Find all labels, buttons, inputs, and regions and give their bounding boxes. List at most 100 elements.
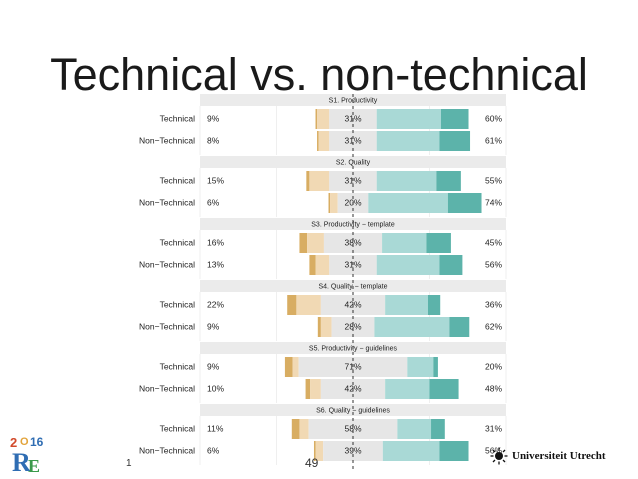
group-label: Technical <box>160 361 196 371</box>
slide-title: Technical vs. non-technical <box>50 49 588 100</box>
right-percent-label: 31% <box>485 423 502 433</box>
neutral-percent-label: 58% <box>344 423 361 433</box>
group-label: Non−Technical <box>139 383 195 393</box>
left-percent-label: 9% <box>207 321 220 331</box>
bar-strongly-disagree <box>328 193 331 213</box>
bar-strongly-disagree <box>317 131 319 151</box>
bar-strongly-agree <box>447 193 482 213</box>
group-label: Technical <box>160 113 196 123</box>
svg-text:16: 16 <box>30 435 44 449</box>
bar-agree <box>376 109 441 129</box>
bar-neutral <box>323 441 383 461</box>
right-percent-label: 45% <box>485 237 502 247</box>
bar-agree <box>368 193 448 213</box>
left-percent-label: 22% <box>207 299 224 309</box>
bar-disagree <box>307 233 324 253</box>
bar-strongly-disagree <box>306 171 310 191</box>
right-percent-label: 62% <box>485 321 502 331</box>
right-percent-label: 48% <box>485 383 502 393</box>
group-label: Non−Technical <box>139 259 195 269</box>
neutral-percent-label: 31% <box>344 135 361 145</box>
bar-neutral <box>298 357 408 377</box>
bar-strongly-agree <box>439 131 471 151</box>
right-percent-label: 56% <box>485 259 502 269</box>
svg-text:E: E <box>28 456 40 475</box>
bar-agree <box>382 441 440 461</box>
panel-header <box>200 404 506 416</box>
panel-title: S3. Productivity − template <box>311 221 395 228</box>
bar-strongly-agree <box>439 441 469 461</box>
left-percent-label: 16% <box>207 237 224 247</box>
left-percent-label: 9% <box>207 113 220 123</box>
bar-strongly-disagree <box>317 317 321 337</box>
bar-disagree <box>296 295 321 315</box>
bar-strongly-agree <box>426 233 451 253</box>
bar-strongly-disagree <box>309 255 316 275</box>
bar-strongly-disagree <box>284 357 293 377</box>
bar-agree <box>407 357 434 377</box>
universiteit-utrecht-logo: Universiteit Utrecht <box>490 447 606 465</box>
group-label: Non−Technical <box>139 135 195 145</box>
bar-agree <box>374 317 450 337</box>
left-percent-label: 11% <box>207 423 224 433</box>
bar-neutral <box>323 233 383 253</box>
bar-strongly-agree <box>431 419 445 439</box>
right-percent-label: 36% <box>485 299 502 309</box>
slide-number: 1 <box>126 458 132 469</box>
bar-strongly-disagree <box>287 295 297 315</box>
group-label: Non−Technical <box>139 445 195 455</box>
uu-sun-icon <box>490 447 508 465</box>
re16-logo: 2 O 16 R E <box>10 435 44 475</box>
bar-disagree <box>315 441 324 461</box>
bar-agree <box>376 255 440 275</box>
bar-disagree <box>320 317 332 337</box>
bar-strongly-agree <box>439 255 463 275</box>
bar-disagree <box>315 255 330 275</box>
group-label: Technical <box>160 423 196 433</box>
bar-disagree <box>299 419 309 439</box>
bar-agree <box>385 295 428 315</box>
group-label: Technical <box>160 299 196 309</box>
bar-disagree <box>292 357 299 377</box>
bar-strongly-disagree <box>313 441 316 461</box>
bar-strongly-agree <box>433 357 438 377</box>
svg-text:O: O <box>20 436 29 448</box>
left-percent-label: 6% <box>207 445 220 455</box>
bar-strongly-disagree <box>291 419 300 439</box>
bar-agree <box>385 379 430 399</box>
right-percent-label: 60% <box>485 113 502 123</box>
bar-neutral <box>331 317 375 337</box>
bar-agree <box>382 233 427 253</box>
right-percent-label: 61% <box>485 135 502 145</box>
bar-strongly-disagree <box>315 109 318 129</box>
bar-strongly-agree <box>427 295 441 315</box>
left-percent-label: 8% <box>207 135 220 145</box>
bar-strongly-disagree <box>299 233 308 253</box>
bar-agree <box>397 419 432 439</box>
group-label: Technical <box>160 175 196 185</box>
left-percent-label: 10% <box>207 383 224 393</box>
group-label: Non−Technical <box>139 321 195 331</box>
neutral-percent-label: 28% <box>344 321 361 331</box>
left-percent-label: 13% <box>207 259 224 269</box>
bar-strongly-agree <box>436 171 461 191</box>
bar-disagree <box>317 109 330 129</box>
right-percent-label: 20% <box>485 361 502 371</box>
left-percent-label: 9% <box>207 361 220 371</box>
panel-header <box>200 218 506 230</box>
bar-strongly-agree <box>440 109 469 129</box>
bar-strongly-disagree <box>305 379 311 399</box>
group-label: Technical <box>160 237 196 247</box>
bar-agree <box>376 171 437 191</box>
bar-agree <box>376 131 440 151</box>
left-percent-label: 15% <box>207 175 224 185</box>
svg-text:R: R <box>12 448 31 475</box>
bar-disagree <box>318 131 330 151</box>
bar-neutral <box>308 419 398 439</box>
svg-text:2: 2 <box>10 435 17 450</box>
right-percent-label: 74% <box>485 197 502 207</box>
neutral-percent-label: 38% <box>344 237 361 247</box>
panel-title: S6. Quality − guidelines <box>316 407 390 414</box>
bar-neutral <box>329 131 377 151</box>
